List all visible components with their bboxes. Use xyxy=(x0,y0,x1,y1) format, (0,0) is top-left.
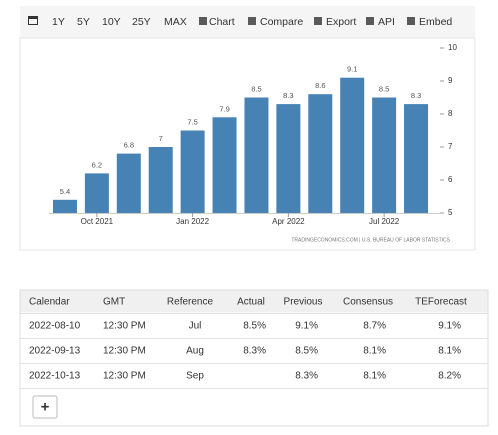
table-cell: 8.7% xyxy=(363,321,386,332)
table-cell: 12:30 PM xyxy=(103,371,146,382)
table-cell: 9.1% xyxy=(295,321,318,332)
x-tick-label: Jan 2022 xyxy=(176,217,209,226)
chart: 5 6 7 8 9 10 5.4 Oct 2021 6.2 6.8 7 Jan 2022 7.5 7.9 8… xyxy=(49,43,457,243)
toolbar-item[interactable]: 25Y xyxy=(132,16,151,28)
y-tick-label: 6 xyxy=(448,175,453,184)
value-label: 7.5 xyxy=(187,117,197,126)
table-cell: 12:30 PM xyxy=(103,346,146,357)
bar xyxy=(244,97,269,213)
toolbar-item[interactable]: Embed xyxy=(419,16,452,28)
add-button-label[interactable]: + xyxy=(41,398,50,415)
x-tick-label: Oct 2021 xyxy=(81,217,114,226)
table-header-cell: Consensus xyxy=(343,297,393,308)
value-label: 6.8 xyxy=(124,141,134,150)
toolbar-items: 1Y 5Y 10Y 25Y MAX Chart Compare Export API Embed xyxy=(52,16,452,28)
table-header-cell: GMT xyxy=(103,297,125,308)
bar xyxy=(180,130,205,213)
y-tick-label: 8 xyxy=(448,109,453,118)
table: Calendar GMT Reference Actual Previous Consen… xyxy=(20,297,488,389)
table-cell: Sep xyxy=(186,371,204,382)
bar xyxy=(276,104,301,213)
table-frame xyxy=(19,289,489,427)
value-label: 8.5 xyxy=(379,84,389,93)
api-icon[interactable] xyxy=(366,17,374,25)
table-header-cell: TEForecast xyxy=(415,297,467,308)
value-label: 7.9 xyxy=(219,104,229,113)
bar xyxy=(340,77,365,213)
value-label: 9.1 xyxy=(347,65,357,74)
value-label: 8.6 xyxy=(315,81,325,90)
toolbar-item[interactable]: Export xyxy=(326,16,356,28)
source: TRADINGECONOMICS.COM | U.S. BUREAU OF LA… xyxy=(291,237,450,243)
bar xyxy=(308,94,333,213)
chart-icon[interactable] xyxy=(199,17,207,25)
table-header-cell: Reference xyxy=(167,297,214,308)
add-button[interactable] xyxy=(32,395,58,419)
bar xyxy=(52,199,77,213)
y-tick-label: 9 xyxy=(448,76,453,85)
bar xyxy=(404,104,429,213)
value-label: 8.5 xyxy=(251,84,261,93)
toolbar-item[interactable]: 5Y xyxy=(77,16,90,28)
value-label: 8.3 xyxy=(283,91,293,100)
table-cell: 8.3% xyxy=(243,346,266,357)
table-cell: 8.5% xyxy=(243,321,266,332)
bar xyxy=(372,97,397,213)
export-icon[interactable] xyxy=(314,17,322,25)
bar xyxy=(84,173,109,213)
table-cell: 8.1% xyxy=(363,346,386,357)
calendar-icon[interactable] xyxy=(28,16,38,25)
bar xyxy=(148,147,173,213)
bar xyxy=(116,153,141,213)
table-header-cell: Calendar xyxy=(29,297,70,308)
value-label: 8.3 xyxy=(411,91,421,100)
table-cell: 2022-10-13 xyxy=(29,371,81,382)
value-label: 6.2 xyxy=(92,160,102,169)
toolbar xyxy=(20,6,475,38)
table-cell: 2022-08-10 xyxy=(29,321,81,332)
value-label: 5.4 xyxy=(60,187,70,196)
table-cell: Jul xyxy=(189,321,202,332)
table-cell: 8.3% xyxy=(295,371,318,382)
value-label: 7 xyxy=(159,134,163,143)
table-cell: 8.1% xyxy=(363,371,386,382)
toolbar-item[interactable]: 1Y xyxy=(52,16,65,28)
table-header-cell: Previous xyxy=(284,297,323,308)
toolbar-item[interactable]: Compare xyxy=(260,16,303,28)
toolbar-item[interactable]: Chart xyxy=(209,16,235,28)
x-tick-label: Apr 2022 xyxy=(272,217,305,226)
table-header-cell: Actual xyxy=(237,297,265,308)
compare-icon[interactable] xyxy=(248,17,256,25)
table-cell: Aug xyxy=(186,346,204,357)
toolbar-item[interactable]: 10Y xyxy=(102,16,121,28)
bar xyxy=(212,117,237,213)
y-tick-label: 10 xyxy=(448,43,457,52)
table-cell: 8.2% xyxy=(438,371,461,382)
y-tick-label: 7 xyxy=(448,142,453,151)
toolbar-item[interactable]: API xyxy=(378,16,395,28)
table-cell: 8.5% xyxy=(295,346,318,357)
table-cell: 9.1% xyxy=(438,321,461,332)
toolbar-item[interactable]: MAX xyxy=(164,16,187,28)
table-cell: 2022-09-13 xyxy=(29,346,81,357)
table-cell: 8.1% xyxy=(438,346,461,357)
table-cell: 12:30 PM xyxy=(103,321,146,332)
x-tick-label: Jul 2022 xyxy=(369,217,400,226)
table-header-bg xyxy=(20,290,488,313)
y-tick-label: 5 xyxy=(448,208,453,217)
embed-icon[interactable] xyxy=(407,17,415,25)
